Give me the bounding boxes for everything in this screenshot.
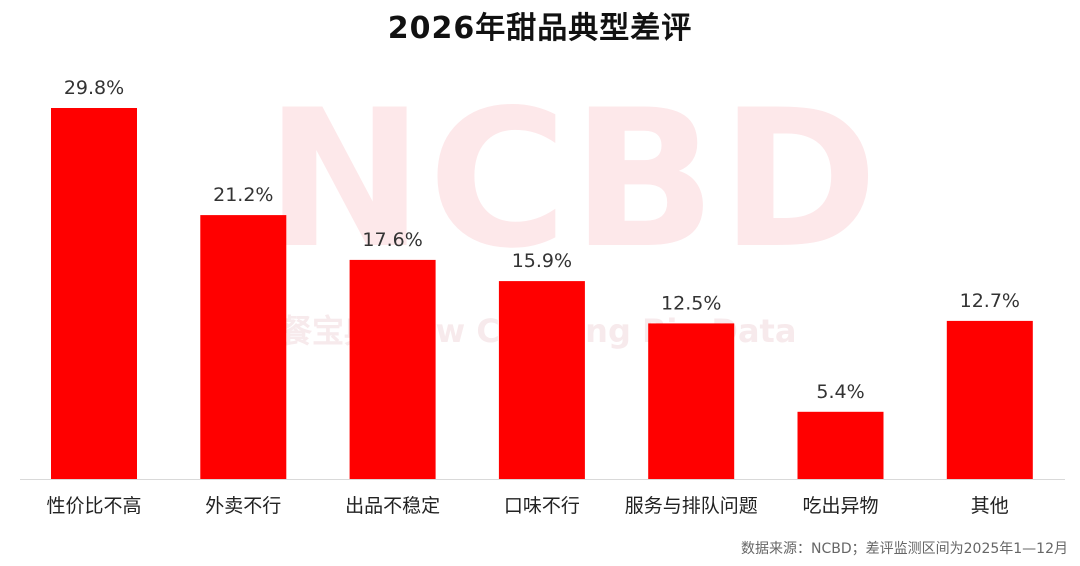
data-label-6: 5.4%: [816, 381, 864, 403]
data-label-5: 12.5%: [661, 292, 721, 314]
bar-1: [51, 108, 137, 479]
bar-5: [648, 323, 735, 479]
data-label-7: 12.7%: [960, 290, 1020, 312]
source-note: 数据来源：NCBD；差评监测区间为2025年1—12月: [741, 541, 1068, 557]
category-label-3: 出品不稳定: [345, 495, 440, 517]
bar-7: [946, 320, 1033, 479]
bar-4: [498, 281, 585, 479]
chart-title: 2026年甜品典型差评: [387, 11, 693, 46]
data-label-4: 15.9%: [512, 250, 572, 272]
data-label-3: 17.6%: [362, 229, 422, 251]
category-label-4: 口味不行: [504, 495, 580, 517]
bar-6: [797, 411, 884, 479]
category-label-5: 服务与排队问题: [625, 495, 758, 517]
bar-2: [200, 215, 287, 479]
bar-3: [349, 259, 436, 479]
category-label-1: 性价比不高: [46, 495, 141, 517]
category-label-2: 外卖不行: [205, 495, 281, 517]
category-label-7: 其他: [971, 495, 1009, 517]
data-label-2: 21.2%: [213, 184, 273, 206]
category-label-6: 吃出异物: [802, 495, 878, 517]
data-label-1: 29.8%: [64, 77, 124, 99]
